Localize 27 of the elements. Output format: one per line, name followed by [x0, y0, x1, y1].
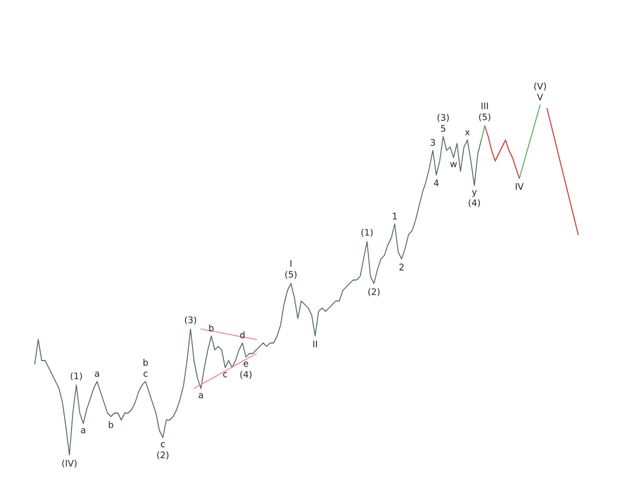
- annotation: (IV): [62, 460, 77, 468]
- annotation: (3) 5: [438, 114, 449, 132]
- annotation: 3: [430, 139, 435, 146]
- annotation: c: [223, 372, 228, 378]
- annotation: I (5): [285, 260, 296, 279]
- annotation: c (2): [157, 442, 168, 460]
- annotation: b: [209, 324, 214, 332]
- annotation: (1): [361, 228, 373, 237]
- annotation: (2): [368, 288, 380, 296]
- annotation: IV: [516, 183, 524, 190]
- annotation: b c: [144, 358, 148, 377]
- annotation: a: [81, 428, 86, 434]
- annotation: (1): [70, 372, 82, 380]
- annotation: 1: [392, 212, 397, 220]
- annotation: 4: [434, 180, 439, 186]
- annotation: y (4): [468, 190, 480, 208]
- annotation: II: [313, 340, 317, 348]
- annotation: III (5): [479, 102, 490, 122]
- annotation: x: [465, 130, 470, 136]
- annotation: (3): [184, 316, 196, 324]
- annotation: e (4): [240, 362, 252, 379]
- annotation: w: [450, 162, 457, 168]
- annotation: (V) V: [534, 82, 546, 100]
- annotation: a: [94, 372, 100, 377]
- annotation: 2: [399, 264, 404, 270]
- annotation: b: [108, 421, 114, 428]
- annotation: a: [198, 393, 203, 398]
